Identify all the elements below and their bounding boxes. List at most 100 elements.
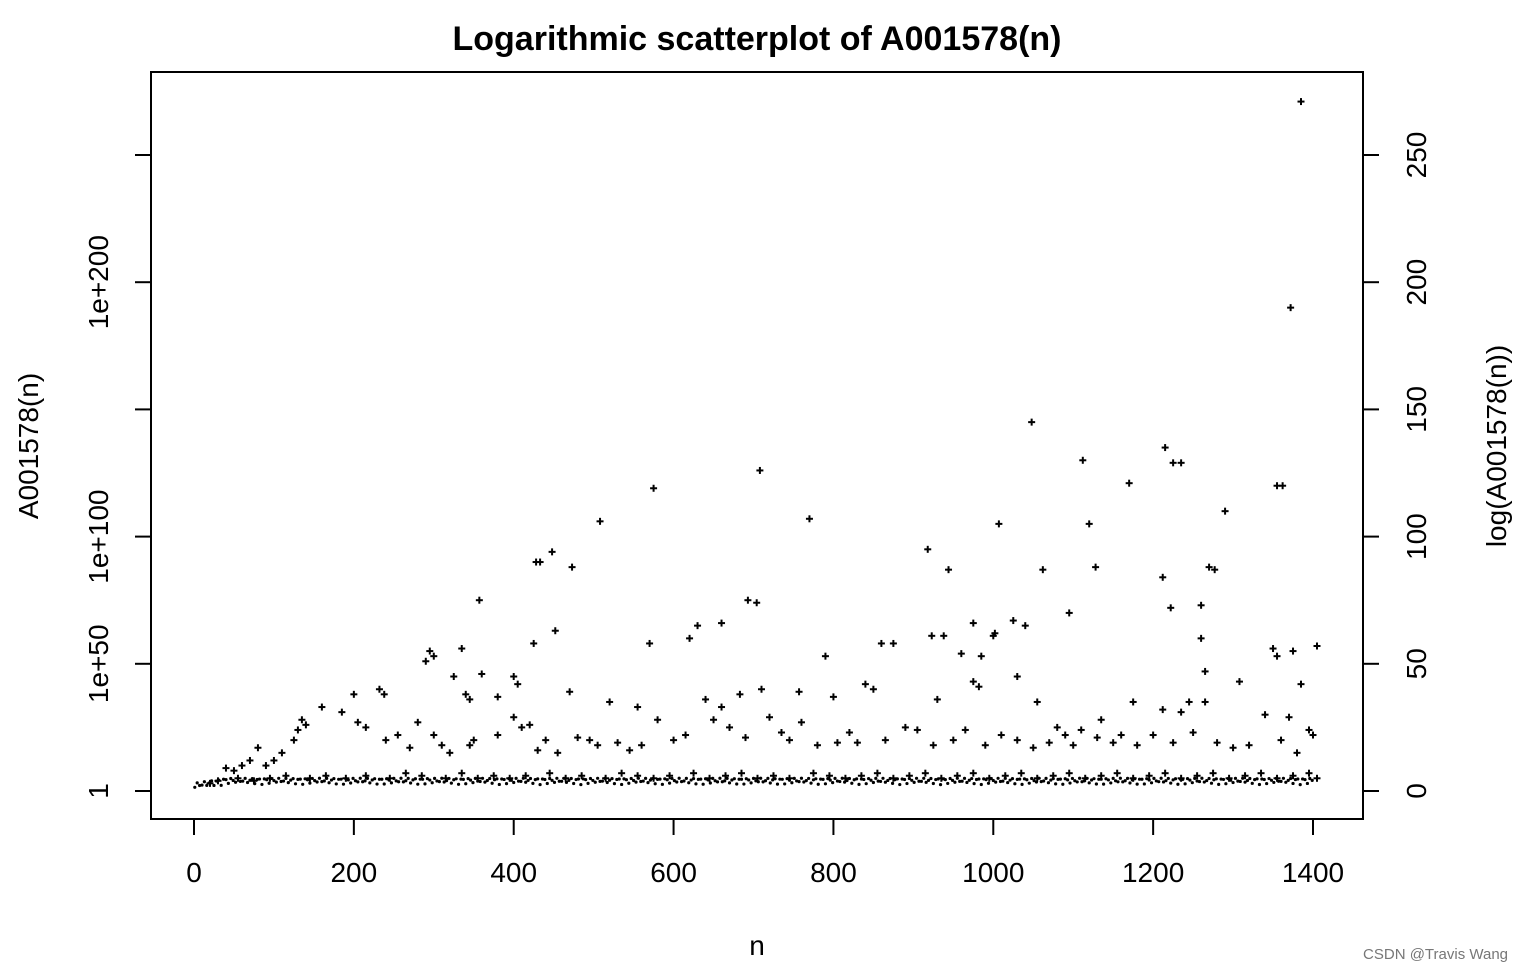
baseline-point xyxy=(723,779,727,783)
baseline-point xyxy=(519,779,523,784)
baseline-point xyxy=(370,778,374,782)
data-point xyxy=(722,772,730,780)
baseline-point xyxy=(1104,777,1108,781)
baseline-point xyxy=(663,777,667,781)
baseline-point xyxy=(677,776,681,780)
baseline-point xyxy=(195,781,199,785)
baseline-point xyxy=(845,778,849,783)
baseline-point xyxy=(584,778,588,782)
baseline-point xyxy=(447,776,451,781)
data-point xyxy=(494,693,502,701)
baseline-point xyxy=(711,776,715,781)
baseline-point xyxy=(1296,777,1300,781)
data-point xyxy=(426,647,434,655)
baseline-point xyxy=(497,782,501,787)
baseline-point xyxy=(790,781,794,785)
baseline-point xyxy=(1243,780,1247,784)
data-point xyxy=(1297,680,1305,688)
baseline-point xyxy=(1181,777,1185,781)
data-point xyxy=(1285,713,1293,721)
data-point xyxy=(1129,698,1137,706)
baseline-point xyxy=(816,782,820,786)
data-point xyxy=(462,690,470,698)
baseline-point xyxy=(627,781,631,785)
baseline-point xyxy=(838,779,842,784)
data-point xyxy=(995,520,1003,528)
data-point xyxy=(702,695,710,703)
data-point xyxy=(1197,601,1205,609)
baseline-point xyxy=(706,778,710,782)
baseline-point xyxy=(1070,776,1075,781)
data-point xyxy=(638,741,646,749)
baseline-point xyxy=(205,783,209,788)
data-point xyxy=(1085,520,1093,528)
data-point xyxy=(670,736,678,744)
baseline-point xyxy=(1260,777,1264,781)
data-point xyxy=(1109,739,1117,747)
baseline-point xyxy=(260,782,264,787)
data-point xyxy=(458,645,466,653)
baseline-point xyxy=(490,781,494,785)
data-point xyxy=(977,652,985,660)
baseline-point xyxy=(444,779,449,783)
data-point xyxy=(975,683,983,691)
data-point xyxy=(430,652,438,660)
baseline-point xyxy=(581,777,585,781)
baseline-point xyxy=(279,779,283,784)
baseline-point xyxy=(888,776,892,781)
baseline-point xyxy=(1001,779,1005,783)
baseline-point xyxy=(531,781,535,785)
baseline-point xyxy=(301,782,305,786)
baseline-point xyxy=(917,779,921,783)
data-point xyxy=(1189,728,1197,736)
data-point xyxy=(362,723,370,731)
baseline-point xyxy=(843,780,847,784)
baseline-point xyxy=(1147,778,1151,782)
baseline-point xyxy=(962,776,967,780)
baseline-point xyxy=(1173,777,1178,781)
data-point xyxy=(1161,769,1169,777)
baseline-point xyxy=(660,782,664,786)
baseline-point xyxy=(730,778,734,782)
data-point xyxy=(1193,772,1201,780)
baseline-point xyxy=(859,777,864,781)
baseline-point xyxy=(284,776,288,780)
data-point xyxy=(753,599,761,607)
data-point xyxy=(278,749,286,757)
baseline-point xyxy=(1219,777,1223,781)
baseline-point xyxy=(543,777,547,782)
data-point xyxy=(969,769,977,777)
data-point xyxy=(991,629,999,637)
baseline-point xyxy=(955,776,959,780)
data-point xyxy=(1201,667,1209,675)
baseline-point xyxy=(869,778,873,782)
baseline-point xyxy=(912,780,916,784)
x-axis-label: n xyxy=(749,930,765,961)
data-point xyxy=(1009,617,1017,625)
baseline-point xyxy=(1082,779,1087,783)
data-point xyxy=(510,713,518,721)
data-point xyxy=(596,517,604,525)
data-point xyxy=(626,746,634,754)
baseline-point xyxy=(1193,776,1197,780)
baseline-point xyxy=(1202,780,1206,784)
data-point xyxy=(466,695,474,703)
baseline-point xyxy=(480,776,485,780)
baseline-point xyxy=(1310,778,1314,782)
chart-title: Logarithmic scatterplot of A001578(n) xyxy=(453,20,1062,58)
data-point xyxy=(1277,736,1285,744)
baseline-point xyxy=(684,776,688,780)
baseline-point xyxy=(289,778,293,782)
baseline-point xyxy=(385,777,389,781)
baseline-point xyxy=(286,781,290,785)
data-point xyxy=(1045,739,1053,747)
baseline-point xyxy=(356,780,360,784)
baseline-point xyxy=(811,778,816,782)
data-point xyxy=(1305,769,1313,777)
data-point xyxy=(981,741,989,749)
data-point xyxy=(350,690,358,698)
baseline-point xyxy=(643,776,648,780)
baseline-point xyxy=(1284,780,1288,784)
baseline-point xyxy=(737,777,741,781)
data-point xyxy=(1313,642,1321,650)
